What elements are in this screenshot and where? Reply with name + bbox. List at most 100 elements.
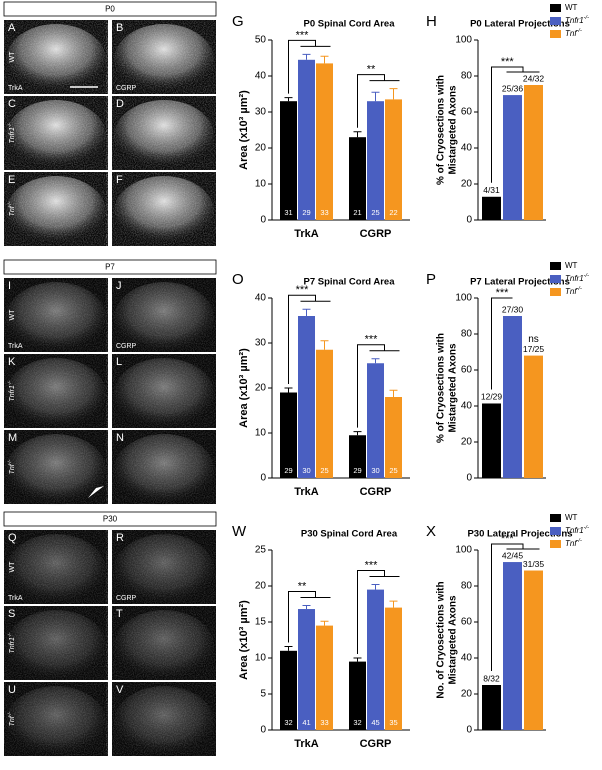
tissue-texture <box>8 102 104 168</box>
value-label: 42/45 <box>502 550 524 560</box>
tissue-texture <box>116 102 212 168</box>
bar <box>524 570 543 730</box>
y-tick-label: 60 <box>461 365 473 376</box>
stage-label: P30 <box>103 515 118 524</box>
error-bar <box>284 387 293 393</box>
panel-letter: P <box>426 271 436 288</box>
legend-swatch <box>550 540 561 548</box>
category-label: CGRP <box>360 486 392 498</box>
bar <box>482 685 501 730</box>
panel-letter: B <box>116 22 123 34</box>
panel-letter: W <box>232 523 247 540</box>
error-bar <box>389 88 398 100</box>
tissue-texture <box>8 178 104 244</box>
significance-label: ** <box>367 64 376 76</box>
y-tick-label: 80 <box>461 581 473 592</box>
tissue-texture <box>8 612 104 678</box>
y-tick-label: 10 <box>255 179 267 190</box>
error-bar <box>389 600 398 608</box>
n-label: 35 <box>389 718 397 727</box>
n-label: 33 <box>320 718 328 727</box>
y-axis-label: % of Cryosections with <box>436 75 447 185</box>
bar <box>385 99 402 220</box>
n-label: 21 <box>353 208 361 217</box>
legend-label: Tnfr1-/- <box>565 525 589 535</box>
significance-bracket <box>491 66 540 183</box>
bar <box>349 435 366 478</box>
panel-letter: H <box>426 13 437 30</box>
n-label: 30 <box>371 466 379 475</box>
tissue-texture <box>8 536 104 602</box>
bar <box>385 607 402 730</box>
bar <box>280 392 297 478</box>
tissue-texture <box>8 688 104 754</box>
legend-label: Tnfr1-/- <box>565 15 589 25</box>
legend-swatch <box>550 30 561 38</box>
stage-label: P0 <box>105 5 115 14</box>
chart-title: P0 Lateral Projections <box>470 19 570 30</box>
error-bar <box>353 657 362 662</box>
significance-label: *** <box>365 334 379 346</box>
y-tick-label: 0 <box>466 473 472 484</box>
bar <box>385 397 402 478</box>
legend-label: Tnf-/- <box>565 538 582 548</box>
genotype-label: Tnf-/- <box>7 711 16 726</box>
value-label: 31/35 <box>523 559 545 569</box>
significance-label: ** <box>298 580 307 592</box>
marker-label: CGRP <box>116 85 137 92</box>
legend-swatch <box>550 17 561 25</box>
panel-letter: V <box>116 684 124 696</box>
y-axis-label: Mistargeted Axons <box>448 85 459 175</box>
y-tick-label: 5 <box>260 689 266 700</box>
tissue-texture <box>116 436 212 502</box>
y-tick-label: 100 <box>455 545 472 556</box>
panel-letter: F <box>116 174 123 186</box>
panel-letter: A <box>8 22 16 34</box>
y-tick-label: 60 <box>461 617 473 628</box>
n-label: 45 <box>371 718 379 727</box>
y-tick-label: 100 <box>455 293 472 304</box>
tissue-texture <box>116 26 212 92</box>
significance-bracket <box>288 39 331 94</box>
y-axis-label: Area (x10³ µm²) <box>238 90 250 170</box>
genotype-label: WT <box>9 51 16 63</box>
bar <box>349 137 366 220</box>
legend-swatch <box>550 275 561 283</box>
error-bar <box>302 604 311 610</box>
bar <box>298 316 315 478</box>
stage-header <box>3 1 217 17</box>
category-label: CGRP <box>360 228 392 240</box>
y-tick-label: 0 <box>260 215 266 226</box>
error-bar <box>302 308 311 316</box>
y-tick-label: 20 <box>255 383 267 394</box>
y-tick-label: 60 <box>461 107 473 118</box>
value-label: 17/25 <box>523 344 545 354</box>
bar <box>482 403 501 478</box>
bar <box>367 589 384 730</box>
error-bar <box>389 389 398 397</box>
bar <box>503 316 522 478</box>
panel-letter: G <box>232 13 244 30</box>
legend-label: WT <box>565 3 578 12</box>
n-label: 29 <box>353 466 361 475</box>
significance-label: *** <box>501 533 515 545</box>
marker-label: CGRP <box>116 595 137 602</box>
bar <box>482 196 501 220</box>
significance-bracket <box>357 74 400 128</box>
value-label: 27/30 <box>502 304 524 314</box>
y-tick-label: 10 <box>255 653 267 664</box>
error-bar <box>320 620 329 626</box>
n-label: 25 <box>371 208 379 217</box>
n-label: 25 <box>389 466 397 475</box>
value-label: 4/31 <box>483 185 500 195</box>
y-tick-label: 40 <box>461 653 473 664</box>
genotype-label: WT <box>9 561 16 573</box>
legend-swatch <box>550 514 561 522</box>
y-tick-label: 0 <box>260 725 266 736</box>
legend-swatch <box>550 262 561 270</box>
tissue-texture <box>116 536 212 602</box>
legend-label: WT <box>565 261 578 270</box>
significance-label: *** <box>496 287 510 299</box>
n-label: 31 <box>284 208 292 217</box>
significance-label: *** <box>501 56 515 68</box>
